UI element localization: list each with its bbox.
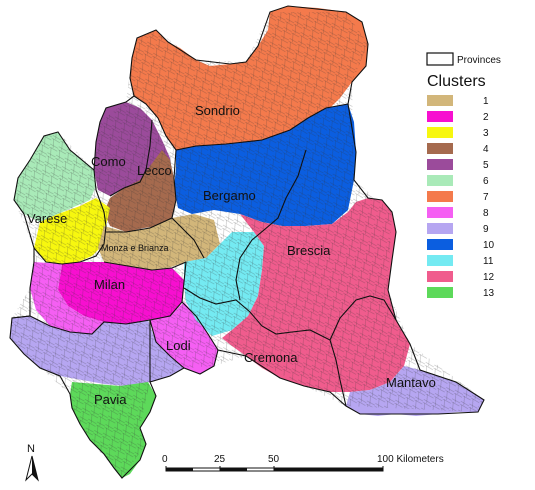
legend-swatch-cluster-7 <box>427 191 453 202</box>
sondrio-boundary <box>133 95 349 151</box>
pavia-boundary <box>11 315 151 382</box>
cremona-boundary <box>183 287 347 407</box>
scale-tick-25: 25 <box>214 454 226 465</box>
scale-tick-100: 100 Kilometers <box>377 454 444 465</box>
legend-swatch-cluster-12 <box>427 271 453 282</box>
label-milan: Milan <box>94 277 125 292</box>
legend-title: Clusters <box>427 73 486 90</box>
scale-tick-50: 50 <box>268 454 280 465</box>
scale-tick-0: 0 <box>162 454 168 465</box>
lodi-boundary <box>149 301 219 369</box>
label-lecco: Lecco <box>137 163 172 178</box>
legend-label-cluster-12: 12 <box>483 272 495 283</box>
legend-swatch-cluster-4 <box>427 143 453 154</box>
label-brescia: Brescia <box>287 243 331 258</box>
label-varese: Varese <box>27 211 67 226</box>
legend-label-cluster-8: 8 <box>483 208 489 219</box>
legend-label-cluster-11: 11 <box>483 256 494 267</box>
legend-swatch-cluster-5 <box>427 159 453 170</box>
label-pavia: Pavia <box>94 392 127 407</box>
legend-swatch-cluster-8 <box>427 207 453 218</box>
legend-label-cluster-4: 4 <box>483 144 489 155</box>
legend-swatch-cluster-10 <box>427 239 453 250</box>
legend-swatch-cluster-2 <box>427 111 453 122</box>
label-lodi: Lodi <box>166 338 191 353</box>
label-cremona: Cremona <box>244 350 298 365</box>
legend-provinces-swatch <box>426 52 454 66</box>
legend-swatch-cluster-9 <box>427 223 453 234</box>
region-labels: Sondrio Como Lecco Bergamo Varese Monza … <box>27 103 436 407</box>
legend-label-cluster-13: 13 <box>483 288 495 299</box>
legend-label-cluster-10: 10 <box>483 240 495 251</box>
varese-boundary <box>33 169 107 265</box>
legend-swatch-cluster-11 <box>427 255 453 266</box>
legend-label-cluster-2: 2 <box>483 112 489 123</box>
label-como: Como <box>91 154 126 169</box>
legend-label-cluster-5: 5 <box>483 160 489 171</box>
bergamo-brescia-boundary <box>235 149 307 301</box>
monza-boundary <box>103 217 187 271</box>
legend-label-cluster-9: 9 <box>483 224 489 235</box>
north-label: N <box>27 443 35 455</box>
legend-swatch-cluster-3 <box>427 127 453 138</box>
mantova-boundary <box>329 295 397 341</box>
label-sondrio: Sondrio <box>195 103 240 118</box>
legend-label-cluster-1: 1 <box>483 96 489 107</box>
north-arrow: N <box>25 443 39 482</box>
scale-bar: 0 25 50 100 Kilometers <box>162 454 444 472</box>
como-lecco-boundary <box>109 119 153 197</box>
label-mantova: Mantavo <box>386 375 436 390</box>
legend-swatch-cluster-6 <box>427 175 453 186</box>
legend-label-cluster-3: 3 <box>483 128 489 139</box>
legend-label-cluster-7: 7 <box>483 192 489 203</box>
legend-swatch-cluster-1 <box>427 95 453 106</box>
milan-boundary <box>29 261 187 335</box>
region-outline <box>9 5 485 479</box>
legend-swatch-cluster-13 <box>427 287 453 298</box>
legend-provinces-label: Provinces <box>457 55 501 66</box>
province-boundaries <box>9 5 485 479</box>
municipality-borders <box>10 12 484 478</box>
legend-label-cluster-6: 6 <box>483 176 489 187</box>
label-bergamo: Bergamo <box>203 188 256 203</box>
label-monza: Monza e Brianza <box>101 243 169 253</box>
